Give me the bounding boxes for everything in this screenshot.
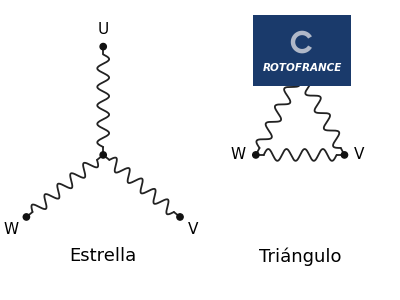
Circle shape bbox=[100, 152, 106, 158]
Text: V: V bbox=[188, 222, 198, 237]
Text: V: V bbox=[354, 147, 365, 162]
Circle shape bbox=[297, 68, 303, 74]
Text: Estrella: Estrella bbox=[70, 247, 137, 265]
Text: U: U bbox=[98, 22, 109, 37]
Circle shape bbox=[23, 214, 30, 220]
FancyBboxPatch shape bbox=[253, 15, 351, 86]
Circle shape bbox=[100, 44, 106, 50]
Text: W: W bbox=[3, 222, 18, 237]
Circle shape bbox=[177, 214, 183, 220]
Text: ROTOFRANCE: ROTOFRANCE bbox=[262, 63, 342, 73]
Circle shape bbox=[341, 152, 348, 158]
Text: Triángulo: Triángulo bbox=[259, 247, 341, 266]
Polygon shape bbox=[291, 31, 312, 53]
Circle shape bbox=[253, 152, 259, 158]
Text: W: W bbox=[231, 147, 246, 162]
